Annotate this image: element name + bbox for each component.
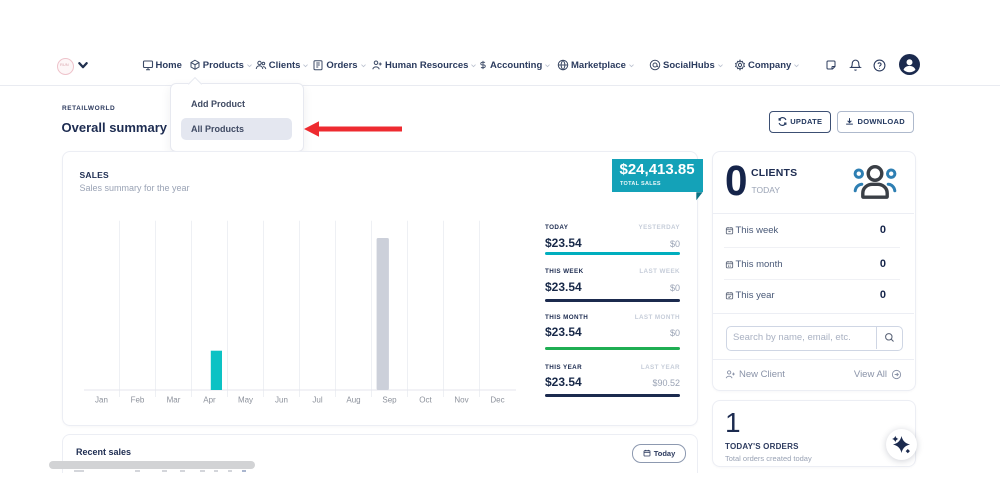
svg-text:Oct: Oct	[419, 396, 432, 405]
svg-text:Nov: Nov	[454, 396, 468, 405]
svg-text:Feb: Feb	[131, 396, 145, 405]
svg-text:Jun: Jun	[275, 396, 288, 405]
svg-text:Jan: Jan	[95, 396, 108, 405]
svg-text:Dec: Dec	[490, 396, 504, 405]
svg-text:Apr: Apr	[203, 396, 216, 405]
svg-text:Aug: Aug	[346, 396, 360, 405]
svg-text:Jul: Jul	[312, 396, 322, 405]
svg-text:May: May	[238, 396, 253, 405]
svg-text:Mar: Mar	[167, 396, 181, 405]
svg-text:Sep: Sep	[382, 396, 397, 405]
